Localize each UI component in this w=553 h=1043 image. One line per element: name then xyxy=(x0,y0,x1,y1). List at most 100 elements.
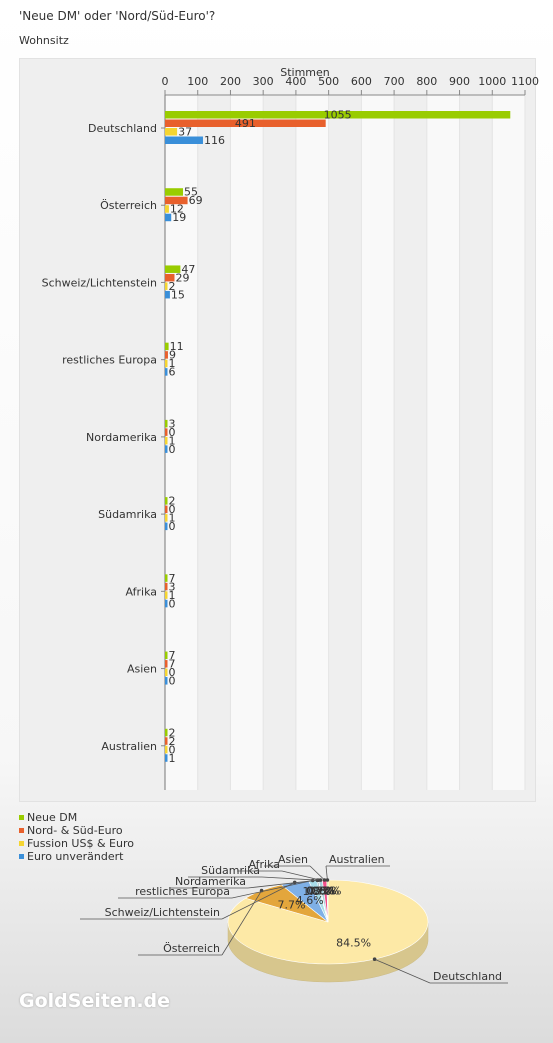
bar xyxy=(165,745,168,754)
bar xyxy=(165,419,168,428)
category-label: Afrika xyxy=(125,585,157,598)
bar xyxy=(165,522,168,531)
grid-band xyxy=(197,95,231,790)
data-label: 491 xyxy=(235,117,256,130)
callout-dot xyxy=(325,878,330,882)
data-label: 1 xyxy=(169,512,176,525)
bar xyxy=(165,497,168,505)
data-label: 11 xyxy=(170,340,184,353)
category-label: Asien xyxy=(127,663,157,676)
grid-band xyxy=(492,95,525,790)
data-label: 1 xyxy=(169,434,176,447)
data-label: 0 xyxy=(169,743,176,756)
data-label: 2 xyxy=(169,726,176,739)
data-label: 7 xyxy=(169,658,176,671)
pie-category-label: Deutschland xyxy=(433,970,502,983)
data-label: 0 xyxy=(169,443,176,456)
bar xyxy=(165,436,168,445)
pie-percent-label: 4.6% xyxy=(296,894,324,907)
x-tick-label: 500 xyxy=(318,75,339,88)
data-label: 19 xyxy=(172,211,186,224)
data-label: 3 xyxy=(169,580,176,593)
pie-percent-label: 0.2% xyxy=(314,885,342,898)
legend-label: Neue DM xyxy=(27,811,78,824)
legend-swatch xyxy=(19,841,24,846)
data-label: 0 xyxy=(169,426,176,439)
category-label: Österreich xyxy=(100,199,157,212)
bar xyxy=(165,136,203,144)
bar xyxy=(165,660,168,668)
callout-line xyxy=(374,958,431,984)
bar xyxy=(165,582,168,591)
pie-category-label: Australien xyxy=(329,853,385,866)
x-tick-label: 600 xyxy=(351,75,372,88)
pie-chart: 84.5% Deutschland 7.7% Österreich 4.6% Schwei… xyxy=(80,853,508,984)
pie-percent-label: 0.6% xyxy=(308,885,336,898)
data-label: 7 xyxy=(169,572,176,585)
data-label: 1 xyxy=(169,752,176,765)
x-tick-label: 0 xyxy=(162,75,169,88)
legend-label: Fussion US$ & Euro xyxy=(27,837,134,850)
pie-percent-label: 84.5% xyxy=(336,936,371,949)
bar xyxy=(165,677,168,685)
x-tick-label: 800 xyxy=(416,75,437,88)
callout-line xyxy=(261,876,319,881)
bar xyxy=(165,754,168,762)
category-label: Deutschland xyxy=(88,122,157,135)
bar xyxy=(165,290,170,299)
grid-band xyxy=(459,95,493,790)
data-label: 69 xyxy=(189,194,203,207)
legend-item: Fussion US$ & Euro xyxy=(19,837,134,850)
pie-percent-label: 0.2% xyxy=(306,885,334,898)
x-tick-label: 700 xyxy=(384,75,405,88)
grid-band xyxy=(394,95,427,790)
bar xyxy=(165,342,169,351)
bar xyxy=(165,737,168,745)
callout-line xyxy=(325,865,328,881)
pie-category-label: Asien xyxy=(278,853,308,866)
data-label: 29 xyxy=(175,271,189,284)
category-label: restliches Europa xyxy=(62,354,157,367)
callout-line xyxy=(221,890,262,956)
pie-category-label: Schweiz/Lichtenstein xyxy=(105,906,220,919)
bar xyxy=(165,445,168,453)
x-tick-label: 1100 xyxy=(511,75,539,88)
legend-swatch xyxy=(19,828,24,833)
x-tick-label: 200 xyxy=(220,75,241,88)
bar xyxy=(165,265,181,273)
x-tick-label: 300 xyxy=(253,75,274,88)
grid-band xyxy=(328,95,362,790)
bar xyxy=(165,359,168,368)
bar xyxy=(165,282,168,290)
bar xyxy=(165,368,168,376)
bar xyxy=(165,119,326,127)
bar xyxy=(165,514,168,522)
legend-item: Neue DM xyxy=(19,811,134,824)
data-label: 15 xyxy=(171,288,185,301)
callout-line xyxy=(281,870,321,881)
data-label: 9 xyxy=(169,349,176,362)
pie-category-label: Nordamerika xyxy=(175,875,246,888)
pie-percent-label: 0.1% xyxy=(307,885,335,898)
category-label: Schweiz/Lichtenstein xyxy=(42,276,157,289)
data-label: 0 xyxy=(169,666,176,679)
x-axis-title: Stimmen xyxy=(280,66,330,79)
bar xyxy=(165,668,168,677)
bar xyxy=(165,273,175,282)
x-tick-label: 400 xyxy=(285,75,306,88)
data-label: 2 xyxy=(169,735,176,748)
data-label: 12 xyxy=(170,203,184,216)
grid-band xyxy=(361,95,395,790)
grid-band xyxy=(165,95,198,790)
bar xyxy=(165,728,168,737)
data-label: 6 xyxy=(169,366,176,379)
category-label: Südamrika xyxy=(98,508,157,521)
chart-subtitle: Wohnsitz xyxy=(19,34,69,47)
legend-swatch xyxy=(19,854,24,859)
grid-band xyxy=(426,95,460,790)
pie-percent-label: 1.3% xyxy=(303,885,331,898)
chart-title: 'Neue DM' oder 'Nord/Süd-Euro'? xyxy=(19,9,216,23)
data-label: 0 xyxy=(169,597,176,610)
pie-category-label: Südamrika xyxy=(201,864,260,877)
x-tick-label: 100 xyxy=(187,75,208,88)
